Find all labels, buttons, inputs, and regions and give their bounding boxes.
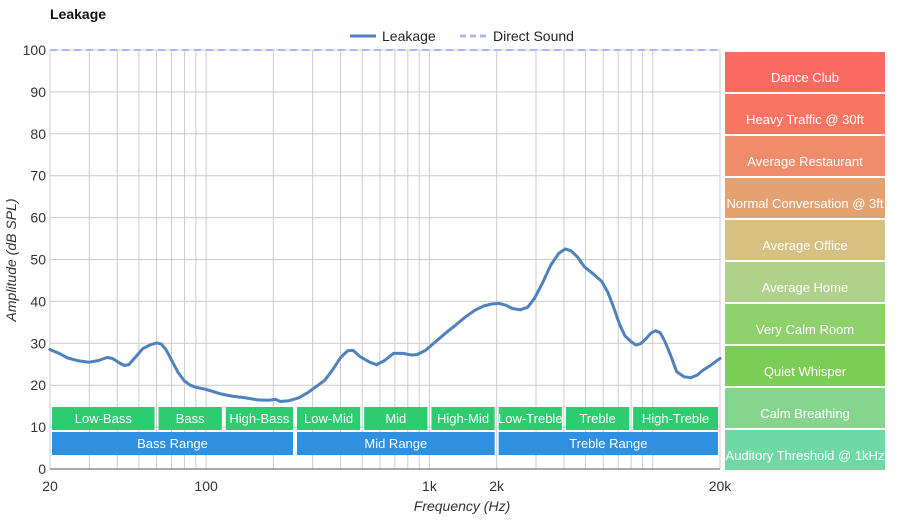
x-axis-label: Frequency (Hz) [414, 498, 510, 514]
reference-level-label: Average Restaurant [747, 154, 863, 169]
y-tick-label: 40 [30, 293, 46, 309]
band-label: Mid [385, 411, 406, 426]
band-label: Low-Treble [498, 411, 563, 426]
y-tick-label: 10 [30, 419, 46, 435]
reference-level-label: Quiet Whisper [764, 364, 847, 379]
reference-level-label: Normal Conversation @ 3ft [727, 196, 884, 211]
reference-levels: Dance Club Heavy Traffic @ 30ft Average Re… [725, 52, 885, 470]
band-label: Treble [579, 411, 615, 426]
range-box [498, 432, 718, 455]
y-tick-label: 20 [30, 377, 46, 393]
range-box [52, 432, 293, 455]
reference-level-box [725, 52, 885, 92]
x-tick-label: 100 [194, 478, 218, 494]
series-lines [48, 49, 722, 403]
reference-level-box [725, 346, 885, 386]
grid [49, 49, 721, 470]
frequency-bands: Low-Bass Bass High-Bass Low-Mid Mid High-Mid L… [52, 407, 718, 455]
y-tick-label: 50 [30, 252, 46, 268]
band-label: Low-Bass [75, 411, 133, 426]
band-box [225, 407, 293, 430]
band-box [296, 407, 361, 430]
band-label: High-Mid [437, 411, 489, 426]
range-label: Bass Range [137, 436, 208, 451]
band-box [565, 407, 630, 430]
reference-level-label: Average Home [762, 280, 848, 295]
y-tick-label: 70 [30, 168, 46, 184]
band-box [158, 407, 222, 430]
y-axis-label: Amplitude (dB SPL) [3, 199, 19, 323]
y-tick-label: 100 [23, 42, 47, 58]
reference-level-box [725, 388, 885, 428]
x-tick-label: 20 [42, 478, 58, 494]
reference-level-label: Heavy Traffic @ 30ft [746, 112, 864, 127]
y-tick-label: 0 [38, 461, 46, 477]
series-line-leakage [48, 247, 722, 403]
band-box [633, 407, 718, 430]
band-box [431, 407, 495, 430]
x-tick-label: 20k [709, 478, 733, 494]
y-tick-label: 60 [30, 210, 46, 226]
band-label: High-Bass [229, 411, 289, 426]
x-tick-label: 2k [489, 478, 505, 494]
range-label: Mid Range [364, 436, 427, 451]
y-tick-label: 80 [30, 126, 46, 142]
band-label: Low-Mid [304, 411, 353, 426]
legend-label-leakage: Leakage [382, 28, 436, 44]
x-tick-label: 1k [422, 478, 438, 494]
band-label: Bass [176, 411, 205, 426]
range-box [296, 432, 495, 455]
reference-level-box [725, 430, 885, 470]
reference-level-box [725, 136, 885, 176]
range-label: Treble Range [569, 436, 647, 451]
reference-level-label: Calm Breathing [760, 406, 850, 421]
band-box [52, 407, 155, 430]
band-box [498, 407, 562, 430]
reference-level-box [725, 178, 885, 218]
reference-level-label: Dance Club [771, 70, 839, 85]
band-box [364, 407, 428, 430]
band-label: High-Treble [642, 411, 709, 426]
legend: Leakage Direct Sound [350, 28, 574, 44]
reference-level-label: Auditory Threshold @ 1kHz [726, 448, 885, 463]
axis-ticks: 0 10 20 30 40 50 60 70 80 90 100 20 100 1k 2k 20k [23, 42, 733, 494]
chart-title: Leakage [50, 6, 106, 22]
reference-level-box [725, 94, 885, 134]
y-tick-label: 90 [30, 84, 46, 100]
y-tick-label: 30 [30, 335, 46, 351]
reference-level-label: Very Calm Room [756, 322, 854, 337]
reference-level-label: Average Office [762, 238, 848, 253]
reference-level-box [725, 304, 885, 344]
reference-level-box [725, 220, 885, 260]
legend-label-direct-sound: Direct Sound [493, 28, 574, 44]
reference-level-box [725, 262, 885, 302]
